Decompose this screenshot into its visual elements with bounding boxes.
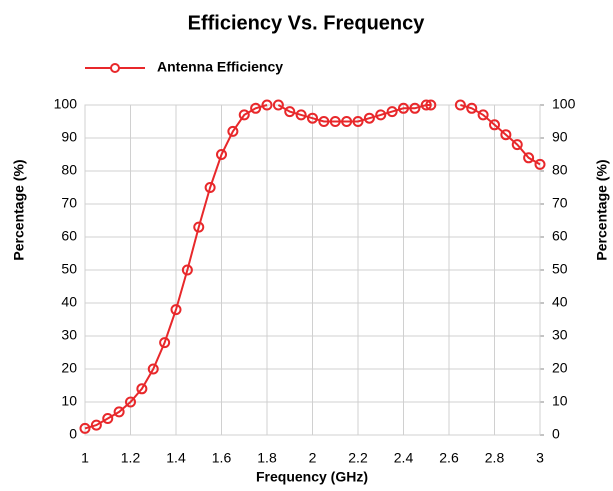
x-tick-label: 2.8 xyxy=(485,450,505,466)
x-tick-label: 2.6 xyxy=(439,450,459,466)
series-marker xyxy=(454,99,466,111)
y2-tick-label: 20 xyxy=(552,360,568,376)
series-marker xyxy=(238,109,250,121)
y-tick-label: 40 xyxy=(61,294,77,310)
y2-tick-label: 80 xyxy=(552,162,568,178)
series-marker xyxy=(329,116,341,127)
series-marker xyxy=(420,99,432,111)
y2-tick-label: 50 xyxy=(552,261,568,277)
series-marker xyxy=(90,419,102,431)
y2-tick-label: 60 xyxy=(552,228,568,244)
series-marker xyxy=(398,102,409,114)
y-tick-label: 60 xyxy=(61,228,77,244)
y2-tick-label: 30 xyxy=(552,327,568,343)
series-marker xyxy=(511,139,523,151)
y-tick-label: 10 xyxy=(61,393,77,409)
series-marker xyxy=(204,182,216,193)
y-tick-label: 70 xyxy=(61,195,77,211)
series-marker xyxy=(500,129,512,141)
y-axis-label: Percentage (%) xyxy=(11,159,27,260)
series-marker xyxy=(250,102,262,114)
x-tick-label: 1.6 xyxy=(212,450,232,466)
y2-tick-label: 90 xyxy=(552,129,568,145)
series-marker xyxy=(318,116,330,127)
series-marker xyxy=(466,102,478,114)
x-tick-label: 2.4 xyxy=(394,450,414,466)
series-marker xyxy=(113,406,125,418)
y-tick-label: 100 xyxy=(54,96,78,112)
y-tick-label: 0 xyxy=(69,426,77,442)
series-marker xyxy=(523,152,535,164)
x-tick-label: 2 xyxy=(309,450,317,466)
x-tick-label: 2.2 xyxy=(348,450,368,466)
y2-axis-label: Percentage (%) xyxy=(594,159,610,260)
series-marker xyxy=(136,383,148,395)
series-marker xyxy=(352,116,364,127)
y2-tick-label: 40 xyxy=(552,294,568,310)
series-marker xyxy=(159,337,171,349)
series-marker xyxy=(409,102,421,114)
y-tick-label: 90 xyxy=(61,129,77,145)
series-marker xyxy=(147,363,159,375)
y2-tick-label: 0 xyxy=(552,426,560,442)
y-tick-label: 80 xyxy=(61,162,77,178)
series-marker xyxy=(170,304,182,316)
series-marker xyxy=(489,119,500,131)
y2-tick-label: 10 xyxy=(552,393,568,409)
legend-marker xyxy=(110,63,120,73)
series-marker xyxy=(216,149,227,160)
series-marker xyxy=(425,99,437,111)
series-marker xyxy=(193,221,205,233)
series-line xyxy=(460,104,541,166)
series-marker xyxy=(125,396,136,408)
series-marker xyxy=(272,99,284,111)
x-tick-label: 1.2 xyxy=(121,450,141,466)
chart-title: Efficiency Vs. Frequency xyxy=(188,12,426,34)
series-marker xyxy=(477,109,489,121)
series-marker xyxy=(341,116,353,127)
series-marker xyxy=(534,158,546,170)
series-marker xyxy=(181,264,193,276)
y-tick-label: 20 xyxy=(61,360,77,376)
series-marker xyxy=(375,109,387,121)
series-marker xyxy=(79,422,91,434)
y-tick-label: 50 xyxy=(61,261,77,277)
series-marker xyxy=(307,112,318,124)
y-tick-label: 30 xyxy=(61,327,77,343)
series-marker xyxy=(227,125,239,137)
series-marker xyxy=(261,99,273,111)
x-axis-label: Frequency (GHz) xyxy=(256,469,368,485)
series-marker xyxy=(284,106,296,118)
series-marker xyxy=(363,112,375,124)
x-tick-label: 1 xyxy=(81,450,89,466)
y2-tick-label: 100 xyxy=(552,96,576,112)
series-marker xyxy=(102,413,114,424)
x-tick-label: 3 xyxy=(536,450,544,466)
y2-tick-label: 70 xyxy=(552,195,568,211)
x-tick-label: 1.4 xyxy=(166,450,186,466)
legend-label: Antenna Efficiency xyxy=(157,59,283,75)
series-marker xyxy=(295,109,307,121)
series-marker xyxy=(386,106,398,118)
x-tick-label: 1.8 xyxy=(257,450,277,466)
